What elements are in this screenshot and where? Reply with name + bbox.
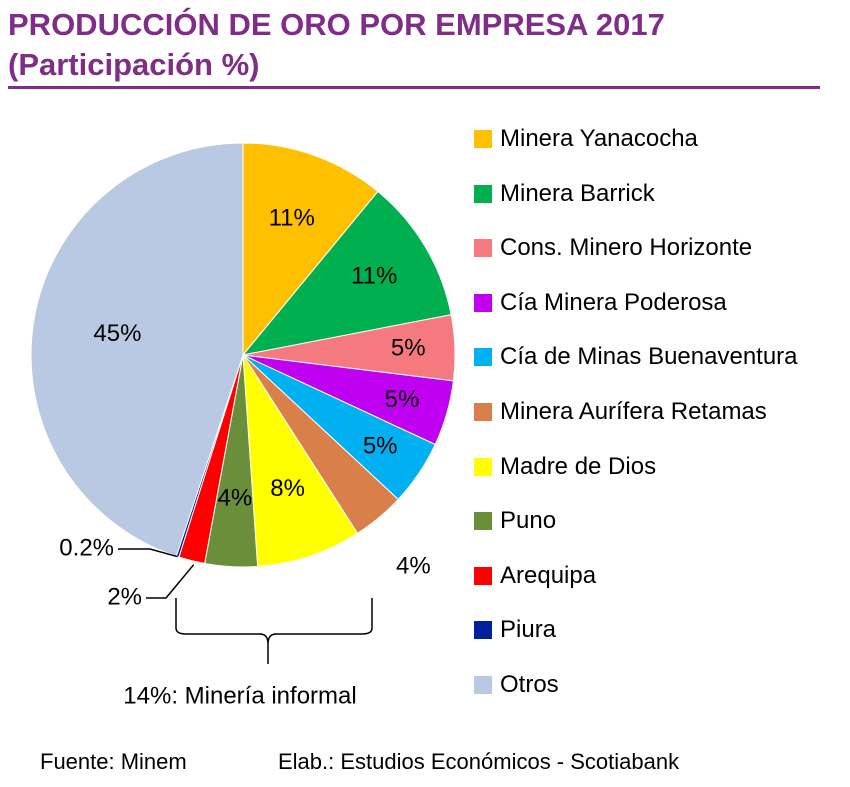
slice-minera-barrick: [241, 190, 452, 356]
legend-swatch-arequipa: [474, 566, 492, 585]
slice-otros: [30, 142, 244, 557]
informal-mining-bracket: 14%: Minería informal: [123, 598, 373, 709]
legend-label-cons-minero-horizonte: Cons. Minero Horizonte: [500, 234, 753, 262]
legend-swatch-madre-de-dios: [474, 457, 492, 476]
label-cia-minera-poderosa: 5%: [385, 386, 420, 413]
legend-swatch-cia-de-minas-buenaventura: [474, 348, 492, 367]
legend-swatch-minera-aurifera-retamas: [474, 403, 492, 421]
legend-swatch-puno: [474, 512, 492, 531]
legend-label-otros: Otros: [500, 671, 559, 698]
callout-line-piura: [118, 548, 178, 558]
label-piura: 0.2%: [59, 534, 114, 561]
elaboration-note: Elab.: Estudios Económicos - Scotiabank: [278, 749, 680, 774]
label-madre-de-dios: 8%: [270, 475, 305, 502]
source-note: Fuente: Minem: [40, 749, 187, 774]
legend-label-arequipa: Arequipa: [500, 561, 597, 589]
slice-madre-de-dios: [242, 354, 359, 568]
label-arequipa: 2%: [107, 583, 142, 610]
legend-swatch-minera-barrick: [474, 184, 492, 203]
slice-minera-yanacocha: [242, 142, 379, 357]
legend-label-minera-barrick: Minera Barrick: [500, 179, 655, 207]
legend-label-cia-de-minas-buenaventura: Cía de Minas Buenaventura: [500, 343, 798, 371]
title-underline: [8, 86, 820, 89]
small-slice-callouts: 0.2% 2%: [59, 534, 195, 610]
pie-labels: 11% 11% 5% 5% 5% 8% 4% 45% 4%: [93, 205, 430, 580]
callout-line-arequipa: [146, 564, 195, 599]
legend-label-madre-de-dios: Madre de Dios: [500, 452, 657, 480]
legend-label-minera-yanacocha: Minera Yanacocha: [500, 125, 698, 152]
bracket-shape: [175, 598, 373, 664]
chart-title-line-2: (Participación %): [8, 47, 260, 82]
label-otros: 45%: [93, 320, 141, 347]
label-minera-aurifera-retamas: 4%: [396, 552, 431, 579]
legend-swatch-minera-yanacocha: [474, 130, 492, 148]
label-cia-de-minas-buenaventura: 5%: [363, 433, 398, 460]
label-cons-minero-horizonte: 5%: [391, 335, 426, 362]
legend-swatch-cia-minera-poderosa: [474, 293, 492, 312]
legend-label-cia-minera-poderosa: Cía Minera Poderosa: [500, 288, 727, 316]
label-minera-yanacocha: 11%: [269, 205, 315, 232]
label-puno: 4%: [218, 484, 253, 511]
legend-label-piura: Piura: [500, 616, 557, 644]
bracket-annotation: 14%: Minería informal: [123, 682, 356, 709]
legend-swatch-otros: [474, 676, 492, 694]
legend-label-minera-aurifera-retamas: Minera Aurífera Retamas: [500, 398, 767, 425]
pie-slices: [30, 142, 456, 568]
label-minera-barrick: 11%: [351, 262, 397, 289]
chart-title-line-1: PRODUCCIÓN DE ORO POR EMPRESA 2017: [8, 7, 665, 42]
legend-swatch-piura: [474, 621, 492, 640]
legend-label-puno: Puno: [500, 507, 557, 535]
legend-swatch-cons-minero-horizonte: [474, 239, 492, 258]
